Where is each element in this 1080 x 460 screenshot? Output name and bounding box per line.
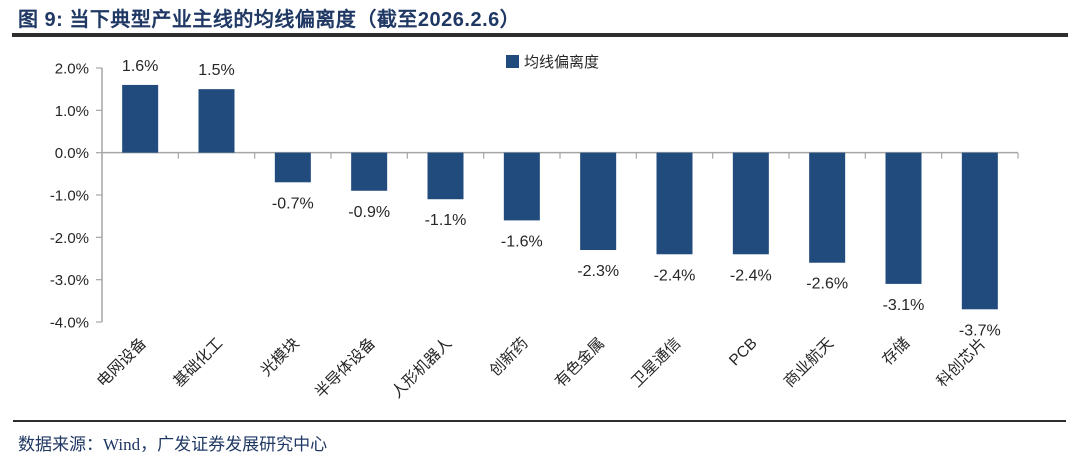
x-axis-label: 电网设备 [93,334,150,391]
bar [503,152,540,221]
bar [427,152,464,200]
bar [122,84,159,153]
bar-value-label: -1.1% [425,212,467,229]
x-axis-label: 半导体设备 [311,334,379,402]
y-axis-tick-label: -4.0% [50,315,89,332]
figure-title: 图 9: 当下典型产业主线的均线偏离度（截至2026.2.6） [18,9,521,31]
title-divider [12,33,1068,37]
bar-value-label: -2.3% [577,263,619,280]
bar [351,152,388,191]
bar-value-label: -1.6% [501,233,543,250]
y-axis-tick-label: 2.0% [55,61,89,78]
bar [961,152,998,310]
footer-divider [13,420,1066,422]
bar-value-label: 1.6% [122,58,158,75]
y-axis-tick-label: 1.0% [55,103,89,120]
legend-swatch-icon [506,55,519,68]
bar-value-label: -0.9% [348,204,390,221]
chart-legend: 均线偏离度 [506,51,599,72]
bar-value-label: -2.4% [654,267,696,284]
bar-value-label: -2.6% [806,276,848,293]
bar [656,152,693,255]
x-axis-label: 光模块 [257,334,303,380]
x-axis-label: 人形机器人 [388,334,456,402]
x-axis-label: PCB [726,335,761,370]
bar-value-label: -3.1% [883,297,925,314]
bar [198,89,235,153]
bar-value-label: -0.7% [272,195,314,212]
bar [732,152,769,255]
bar [885,152,922,284]
x-axis-label: 商业航天 [780,334,837,391]
x-axis-label: 创新药 [486,334,532,380]
bar [274,152,311,183]
data-source: 数据来源：Wind，广发证券发展研究中心 [18,435,328,454]
legend-label: 均线偏离度 [524,54,600,71]
y-axis-tick-label: 0.0% [55,145,89,162]
bar-chart: 2.0% 1.0% 0.0% -1.0% -2.0% -3.0% -4.0% 1.6% 电网设备… [50,58,1019,402]
x-axis-label: 存储 [879,334,914,369]
y-axis-tick-label: -3.0% [50,272,89,289]
y-axis-tick-label: -2.0% [50,230,89,247]
bar [580,152,617,251]
bar [809,152,846,263]
bar-value-label: -2.4% [730,267,772,284]
x-axis-label: 卫星通信 [628,334,685,391]
bar-value-label: 1.5% [198,62,234,79]
y-axis-tick-label: -1.0% [50,188,89,205]
bar-value-label: -3.7% [959,322,1001,339]
x-axis-label: 基础化工 [170,334,227,391]
x-axis-label: 科创芯片 [933,334,990,391]
x-axis-label: 有色金属 [551,334,608,391]
